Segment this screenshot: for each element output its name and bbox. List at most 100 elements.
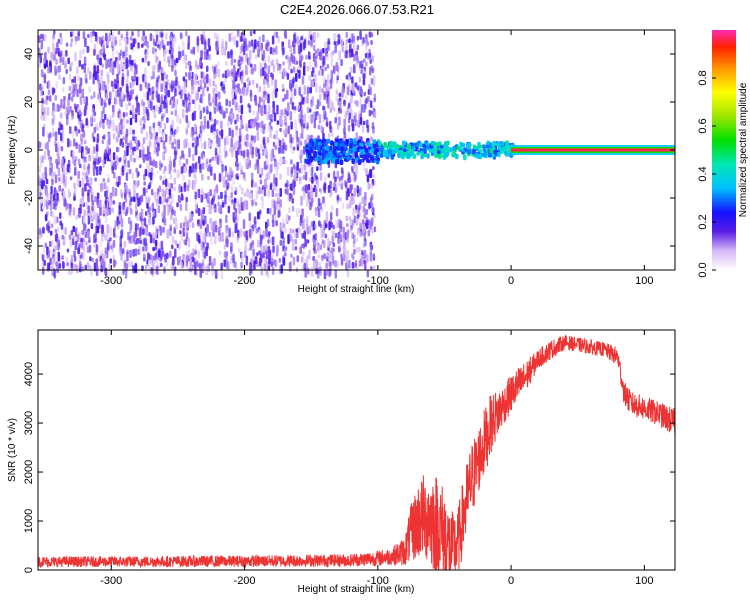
spectrogram-cell bbox=[293, 109, 296, 114]
spectrogram-cell bbox=[370, 65, 374, 72]
spectrogram-cell bbox=[173, 177, 177, 185]
spectrogram-cell bbox=[343, 100, 346, 107]
spectrogram-cell bbox=[147, 259, 151, 269]
spectrogram-cell bbox=[87, 163, 91, 170]
spectrogram-cell bbox=[365, 167, 368, 175]
spectrogram-cell bbox=[220, 262, 223, 270]
spectrogram-cell bbox=[253, 260, 256, 270]
spectrogram-cell bbox=[120, 138, 123, 144]
spectrogram-cell bbox=[279, 65, 282, 75]
spectrogram-cell bbox=[197, 250, 200, 259]
spectrogram-xtick-label: 100 bbox=[635, 275, 653, 287]
spectrogram-cell bbox=[134, 108, 138, 114]
spectrogram-cell bbox=[235, 157, 239, 168]
spectrogram-cell bbox=[314, 188, 318, 198]
spectrogram-cell bbox=[105, 190, 108, 200]
spectrogram-cell bbox=[190, 131, 193, 138]
spectrogram-cell bbox=[357, 229, 360, 237]
spectrogram-cell bbox=[320, 125, 323, 133]
spectrogram-cell bbox=[284, 108, 287, 115]
spectrogram-cell bbox=[213, 32, 217, 39]
spectrogram-cell bbox=[68, 85, 72, 92]
spectrogram-cell bbox=[359, 96, 363, 106]
spectrogram-cell bbox=[353, 215, 357, 224]
spectrogram-cell bbox=[79, 263, 82, 269]
spectrogram-cell bbox=[150, 255, 153, 265]
spectrogram-cell bbox=[124, 197, 128, 203]
spectrogram-cell bbox=[63, 52, 66, 60]
spectrogram-cell bbox=[326, 152, 331, 158]
spectrogram-cell bbox=[160, 32, 163, 38]
spectrogram-cell bbox=[225, 251, 229, 257]
spectrogram-cell bbox=[127, 142, 130, 148]
spectrogram-cell bbox=[196, 46, 200, 53]
spectrogram-cell bbox=[270, 182, 273, 187]
spectrogram-cell bbox=[125, 128, 129, 137]
spectrogram-cell bbox=[315, 260, 319, 267]
spectrogram-cell bbox=[148, 139, 152, 148]
spectrogram-cell bbox=[370, 78, 374, 85]
spectrogram-cell bbox=[245, 88, 248, 96]
spectrogram-cell bbox=[338, 50, 341, 61]
spectrogram-cell bbox=[188, 72, 191, 81]
spectrogram-cell bbox=[155, 34, 159, 43]
spectrogram-cell bbox=[332, 65, 336, 74]
spectrogram-cell bbox=[356, 44, 360, 51]
spectrogram-cell bbox=[267, 55, 271, 63]
spectrogram-cell bbox=[143, 187, 146, 196]
spectrogram-cell bbox=[238, 247, 241, 254]
spectrogram-cell bbox=[362, 120, 366, 126]
spectrogram-cell bbox=[172, 103, 175, 109]
spectrogram-cell bbox=[114, 90, 118, 99]
spectrogram-cell bbox=[240, 261, 243, 269]
spectrogram-cell bbox=[75, 214, 79, 220]
spectrogram-cell bbox=[185, 138, 188, 143]
spectrogram-cell bbox=[242, 30, 245, 37]
spectrogram-cell bbox=[334, 259, 338, 267]
spectrogram-cell bbox=[226, 135, 229, 146]
spectrogram-cell bbox=[278, 139, 282, 147]
spectrogram-cell bbox=[323, 183, 326, 189]
spectrogram-cell bbox=[153, 128, 156, 138]
spectrogram-cell bbox=[192, 99, 195, 105]
spectrogram-cell bbox=[284, 159, 288, 165]
spectrogram-cell bbox=[345, 181, 348, 188]
colorbar-tick-label: 0.4 bbox=[697, 166, 709, 181]
spectrogram-cell bbox=[273, 31, 277, 37]
spectrogram-cell bbox=[174, 70, 177, 77]
spectrogram-cell bbox=[355, 246, 359, 253]
spectrogram-cell bbox=[220, 172, 224, 182]
spectrogram-cell bbox=[150, 75, 154, 80]
spectrogram-cell bbox=[488, 142, 493, 149]
spectrogram-cell bbox=[327, 40, 331, 46]
spectrogram-cell bbox=[198, 104, 201, 110]
spectrogram-cell bbox=[191, 79, 194, 90]
spectrogram-cell bbox=[310, 104, 313, 110]
spectrogram-cell bbox=[316, 110, 319, 116]
spectrogram-cell bbox=[291, 205, 295, 212]
spectrogram-cell bbox=[80, 133, 83, 142]
spectrogram-cell bbox=[121, 92, 124, 99]
spectrogram-cell bbox=[87, 205, 90, 214]
spectrogram-cell bbox=[319, 189, 323, 195]
spectrogram-cell bbox=[173, 129, 177, 135]
spectrogram-cell bbox=[140, 208, 144, 218]
spectrogram-cell bbox=[220, 269, 224, 280]
spectrogram-cell bbox=[236, 175, 239, 180]
spectrogram-cell bbox=[67, 267, 71, 276]
spectrogram-cell bbox=[296, 255, 299, 263]
spectrogram-cell bbox=[122, 136, 126, 141]
spectrogram-cell bbox=[286, 180, 289, 188]
spectrogram-cell bbox=[346, 223, 349, 228]
spectrogram-cell bbox=[214, 191, 218, 197]
spectrogram-cell bbox=[343, 127, 346, 135]
spectrogram-cell bbox=[458, 145, 463, 151]
spectrogram-cell bbox=[210, 125, 213, 134]
spectrogram-cell bbox=[267, 125, 271, 132]
spectrogram-cell bbox=[312, 44, 316, 51]
spectrogram-cell bbox=[209, 102, 212, 107]
spectrogram-cell bbox=[45, 178, 49, 185]
spectrogram-cell bbox=[336, 170, 339, 180]
spectrogram-cell bbox=[260, 167, 264, 176]
spectrogram-cell bbox=[302, 145, 306, 155]
